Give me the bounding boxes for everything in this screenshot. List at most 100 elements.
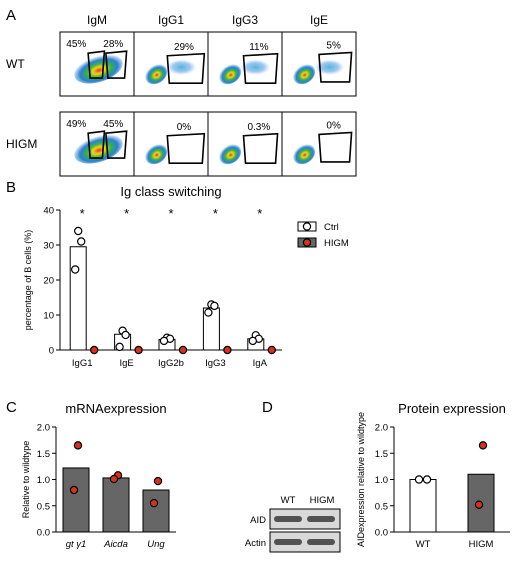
blot-lane-label: HIGM (310, 495, 335, 506)
y-tick-label: 40 (43, 206, 54, 217)
gate-percentage: 0% (326, 120, 341, 131)
bar-ctrl (69, 246, 87, 351)
y-tick-label: 0.5 (37, 501, 50, 512)
blot-band-label: AID (250, 515, 266, 526)
flow-density-blob (293, 144, 316, 165)
data-point-higm (223, 345, 232, 355)
legend-marker (302, 222, 312, 231)
row-label-wt: WT (6, 57, 25, 71)
column-header-igg1: IgG1 (158, 13, 184, 27)
x-tick-label: IgG3 (205, 358, 226, 369)
y-tick-label: 0.5 (375, 501, 388, 512)
flow-cytometry-grid: IgM IgG1 IgG3 IgE WT 45% 28% 29% 11% 5% HIGM 49% 45%… (6, 13, 357, 177)
gate-polygon (105, 50, 128, 79)
blot-band (307, 539, 335, 545)
data-point-higm (267, 345, 276, 355)
panel-c-letter: C (6, 399, 17, 416)
y-tick-label: 2.0 (37, 423, 50, 434)
data-point-higm (134, 345, 143, 355)
bar-higm (62, 467, 90, 533)
flow-density-blob (74, 54, 123, 84)
y-tick-label: 0.0 (37, 528, 50, 539)
gate-percentage: 28% (103, 39, 123, 50)
flow-plot-frame (207, 111, 283, 177)
gate-polygon (318, 51, 353, 83)
gate-percentage: 11% (249, 42, 268, 53)
x-tick-label: IgA (253, 358, 268, 369)
significance-star: * (124, 206, 129, 221)
flow-density-tail (166, 59, 197, 75)
legend-label: HIGM (324, 238, 349, 249)
flow-density-tail (240, 59, 271, 75)
data-point-ctrl (121, 330, 130, 340)
data-point-higm (73, 441, 83, 450)
blot-strip (269, 531, 341, 553)
gate-polygon (87, 130, 106, 159)
data-point-wt (414, 475, 424, 484)
gate-polygon (166, 132, 206, 164)
row-label-higm: HIGM (6, 137, 37, 151)
y-tick-label: 10 (43, 311, 54, 322)
gate-percentage: 45% (103, 119, 123, 130)
panel-a-letter: A (6, 7, 16, 24)
column-header-igm: IgM (87, 13, 107, 27)
y-tick-label: 20 (43, 276, 54, 287)
panel-b-letter: B (6, 179, 16, 196)
significance-star: * (80, 206, 85, 221)
y-tick-label: 1.5 (37, 449, 50, 460)
data-point-higm (149, 498, 159, 508)
flow-density-blob (145, 144, 168, 165)
data-point-higm (69, 485, 79, 495)
flow-density-blob (145, 64, 168, 85)
data-point-higm (89, 345, 99, 355)
data-point-higm (178, 345, 188, 355)
chart-title: Ig class switching (120, 184, 221, 199)
y-tick-label: 2.0 (375, 423, 388, 434)
x-tick-label: IgE (119, 358, 133, 369)
bar-wt (409, 479, 437, 533)
y-tick-label: 30 (43, 241, 54, 252)
data-point-ctrl (210, 301, 219, 311)
mrna-expression-chart: mRNAexpression 0.0 0.5 1.0 1.5 2.0 Relative to… (21, 401, 176, 550)
blot-lane-label: WT (281, 495, 296, 506)
x-tick-label: Aicda (103, 539, 128, 550)
significance-star: * (168, 206, 173, 221)
x-tick-label: IgG1 (72, 358, 93, 369)
gate-percentage: 0% (177, 122, 192, 133)
flow-plot-frame (133, 111, 209, 177)
x-tick-label: Ung (147, 539, 165, 550)
data-point-higm (478, 441, 488, 450)
column-header-ige: IgE (310, 13, 328, 27)
x-tick-label: WT (416, 539, 431, 550)
legend-label: Ctrl (324, 222, 339, 233)
gate-polygon (242, 132, 279, 164)
significance-star: * (257, 206, 262, 221)
data-point-ctrl (159, 336, 169, 346)
protein-expression-chart: Protein expression 0.0 0.5 1.0 1.5 2.0 AIDexpr… (356, 401, 510, 550)
chart-title: mRNAexpression (65, 401, 166, 416)
flow-density-blob (219, 64, 242, 85)
data-point-higm (474, 500, 484, 509)
flow-density-blob (74, 134, 123, 164)
legend-marker (302, 238, 312, 247)
flow-density-tail (314, 59, 345, 75)
y-tick-label: 0 (49, 346, 54, 357)
data-point-ctrl (248, 336, 257, 346)
y-tick-label: 1.5 (375, 449, 388, 460)
flow-density-blob (219, 144, 242, 165)
blot-band (307, 516, 335, 522)
panel-d-letter: D (262, 399, 273, 416)
data-point-ctrl (76, 237, 86, 246)
blot-strip (269, 508, 341, 530)
blot-band-label: Actin (245, 538, 266, 549)
data-point-ctrl (204, 308, 213, 317)
gate-percentage: 5% (326, 40, 341, 51)
data-point-ctrl (70, 265, 80, 274)
y-tick-label: 1.0 (375, 475, 388, 486)
column-header-igg3: IgG3 (232, 13, 258, 27)
blot-band (274, 516, 302, 522)
x-tick-label: gt γ1 (66, 539, 87, 550)
gate-polygon (87, 50, 106, 79)
data-point-ctrl (115, 342, 124, 352)
